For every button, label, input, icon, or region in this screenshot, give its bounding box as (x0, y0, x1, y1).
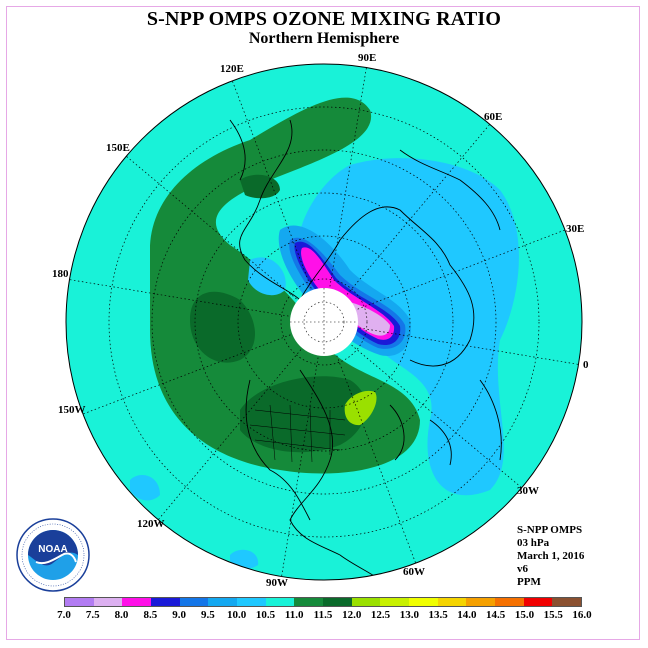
colorbar-tick-label: 8.5 (143, 609, 158, 621)
ozone-contour-10-0-c (130, 475, 259, 569)
colorbar-tick-label: 11.5 (313, 609, 333, 621)
label-120e: 120E (220, 63, 244, 75)
polar-no-data-cap (290, 288, 358, 356)
colorbar-tick-label: 13.5 (428, 609, 448, 621)
ozone-contour-12-5 (344, 390, 377, 426)
info-version: v6 (517, 563, 528, 575)
map-title: S-NPP OMPS OZONE MIXING RATIO (146, 8, 502, 30)
colorbar-tick-label: 14.5 (486, 609, 506, 621)
colorbar-swatch (523, 598, 553, 606)
info-block: S-NPP OMPS 03 hPa March 1, 2016 v6 PPM (517, 524, 584, 589)
colorbar-tick-label: 9.5 (201, 609, 215, 621)
colorbar-swatch (237, 598, 266, 606)
colorbar-tick-label: 7.0 (57, 609, 71, 621)
colorbar-swatch (351, 598, 381, 606)
map-border (65, 63, 583, 581)
colorbar-tick-label: 14.0 (457, 609, 477, 621)
colorbar-swatch (179, 598, 209, 606)
colorbar-tick-label: 12.0 (342, 609, 362, 621)
longitude-grid (66, 64, 582, 580)
figure-frame (6, 6, 640, 640)
colorbar-tick-label: 12.5 (370, 609, 391, 621)
ozone-contour-12-0 (190, 174, 280, 363)
colorbar-swatch (151, 598, 180, 606)
coastlines (229, 119, 502, 580)
info-units: PPM (517, 576, 541, 588)
colorbar-swatch (495, 598, 524, 606)
label-150w: 150W (58, 404, 86, 416)
label-0: 0 (583, 359, 589, 371)
colorbar-swatch (437, 598, 467, 606)
colorbar-tick-label: 15.5 (543, 609, 563, 621)
colorbar (64, 597, 582, 607)
ozone-contour-10-0-b (248, 257, 286, 296)
colorbar-swatch (323, 598, 352, 606)
colorbar-swatch (65, 598, 94, 606)
label-90w: 90W (266, 577, 288, 589)
colorbar-swatch (294, 598, 324, 606)
info-date: March 1, 2016 (517, 550, 585, 562)
label-60w: 60W (403, 566, 425, 578)
colorbar-swatch (380, 598, 410, 606)
label-30e: 30E (566, 223, 585, 235)
label-120w: 120W (137, 518, 165, 530)
colorbar-tick-label: 11.0 (284, 609, 304, 621)
info-level: 03 hPa (517, 537, 550, 549)
noaa-logo: NOAA (16, 518, 90, 592)
ozone-contour-12-0-b (240, 376, 367, 453)
latitude-grid (108, 106, 540, 538)
colorbar-swatch (552, 598, 582, 606)
colorbar-swatch (122, 598, 152, 606)
label-90e: 90E (358, 52, 377, 64)
colorbar-tick-label: 13.0 (399, 609, 419, 621)
label-180: 180 (52, 268, 69, 280)
colorbar-swatch (409, 598, 438, 606)
colorbar-tick-label: 15.0 (514, 609, 535, 621)
ozone-contour-11-5 (150, 97, 420, 474)
colorbar-tick-label: 9.0 (172, 609, 186, 621)
colorbar-swatch (466, 598, 496, 606)
colorbar-swatch (265, 598, 295, 606)
colorbar-tick-label: 8.0 (114, 609, 129, 621)
colorbar-tick-label: 10.5 (255, 609, 276, 621)
colorbar-tick-label: 7.5 (85, 609, 100, 621)
polar-cap-grid (290, 288, 358, 356)
noaa-logo-text: NOAA (38, 544, 67, 555)
info-product: S-NPP OMPS (517, 524, 583, 536)
colorbar-swatch (93, 598, 123, 606)
colorbar-tick-label: 16.0 (572, 609, 592, 621)
label-30w: 30W (517, 485, 539, 497)
colorbar-swatch (208, 598, 238, 606)
map-subtitle: Northern Hemisphere (248, 30, 400, 47)
colorbar-tick-label: 10.0 (227, 609, 247, 621)
label-150e: 150E (106, 142, 130, 154)
us-state-lines (249, 404, 346, 463)
label-60e: 60E (484, 111, 503, 123)
